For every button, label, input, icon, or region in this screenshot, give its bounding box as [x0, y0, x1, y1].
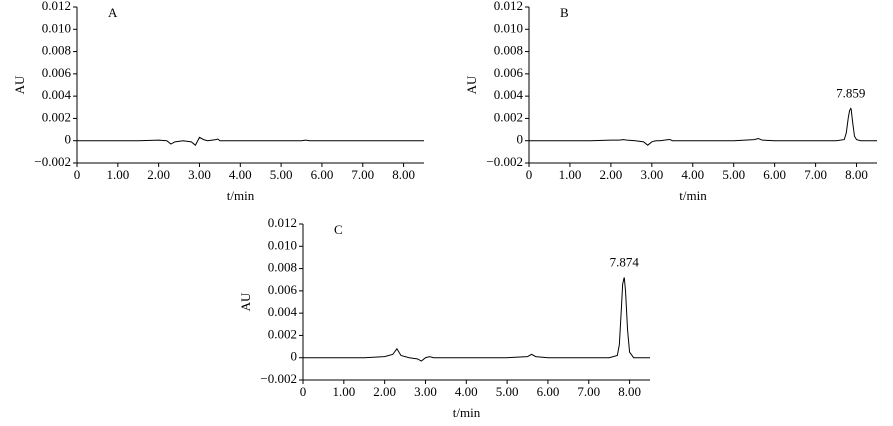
- peak-label: 7.859: [836, 85, 865, 100]
- y-tick-label: 0.004: [42, 87, 72, 102]
- y-tick-label: 0.012: [268, 215, 297, 230]
- trace: [529, 107, 877, 146]
- y-tick-label: 0.006: [494, 65, 524, 80]
- y-axis-label: AU: [12, 75, 27, 94]
- y-tick-label: −0.002: [34, 154, 71, 169]
- y-tick-label: −0.002: [260, 371, 297, 386]
- x-tick-label: 6.00: [311, 167, 334, 182]
- x-tick-label: 2.00: [373, 384, 396, 399]
- y-tick-label: 0.010: [42, 20, 71, 35]
- x-tick-label: 4.00: [681, 167, 704, 182]
- x-tick-label: 4.00: [455, 384, 478, 399]
- y-tick-label: 0.006: [42, 65, 72, 80]
- x-tick-label: 1.00: [106, 167, 129, 182]
- panel-label: B: [560, 5, 569, 20]
- y-tick-label: 0.010: [268, 237, 297, 252]
- y-tick-label: 0.008: [42, 43, 71, 58]
- x-tick-label: 5.00: [722, 167, 745, 182]
- y-axis-label: AU: [238, 292, 253, 311]
- y-tick-label: 0.002: [268, 326, 297, 341]
- y-tick-label: 0.010: [494, 20, 523, 35]
- x-tick-label: 5.00: [496, 384, 519, 399]
- y-tick-label: 0.006: [268, 282, 298, 297]
- trace: [77, 136, 424, 146]
- y-tick-label: 0.008: [268, 260, 297, 275]
- x-tick-label: 7.00: [577, 384, 600, 399]
- x-tick-label: 2.00: [147, 167, 170, 182]
- y-tick-label: 0.008: [494, 43, 523, 58]
- x-tick-label: 3.00: [414, 384, 437, 399]
- x-tick-label: 4.00: [229, 167, 252, 182]
- x-tick-label: 2.00: [600, 167, 623, 182]
- y-tick-label: −0.002: [486, 154, 523, 169]
- y-tick-label: 0: [65, 132, 72, 147]
- y-axis-label: AU: [464, 75, 479, 94]
- trace: [303, 277, 650, 362]
- x-tick-label: 1.00: [332, 384, 355, 399]
- x-tick-label: 8.00: [618, 384, 641, 399]
- x-axis-label: t/min: [679, 188, 707, 203]
- x-tick-label: 0: [74, 167, 81, 182]
- x-tick-label: 7.00: [804, 167, 827, 182]
- x-tick-label: 0: [526, 167, 533, 182]
- x-tick-label: 8.00: [392, 167, 415, 182]
- x-tick-label: 7.00: [351, 167, 374, 182]
- x-tick-label: 3.00: [640, 167, 663, 182]
- panel-label: C: [334, 222, 343, 237]
- x-axis-label: t/min: [453, 405, 481, 420]
- x-tick-label: 6.00: [763, 167, 786, 182]
- x-tick-label: 1.00: [559, 167, 582, 182]
- y-tick-label: 0.012: [494, 0, 523, 13]
- y-tick-label: 0: [517, 132, 524, 147]
- y-tick-label: 0.004: [268, 304, 298, 319]
- x-tick-label: 6.00: [537, 384, 560, 399]
- x-tick-label: 3.00: [188, 167, 211, 182]
- y-tick-label: 0.004: [494, 87, 524, 102]
- x-tick-label: 5.00: [270, 167, 293, 182]
- y-tick-label: 0: [291, 349, 298, 364]
- x-tick-label: 0: [300, 384, 307, 399]
- x-axis-label: t/min: [227, 188, 255, 203]
- peak-label: 7.874: [610, 254, 640, 269]
- y-tick-label: 0.002: [42, 109, 71, 124]
- y-tick-label: 0.012: [42, 0, 71, 13]
- y-tick-label: 0.002: [494, 109, 523, 124]
- panel-label: A: [108, 5, 118, 20]
- x-tick-label: 8.00: [845, 167, 868, 182]
